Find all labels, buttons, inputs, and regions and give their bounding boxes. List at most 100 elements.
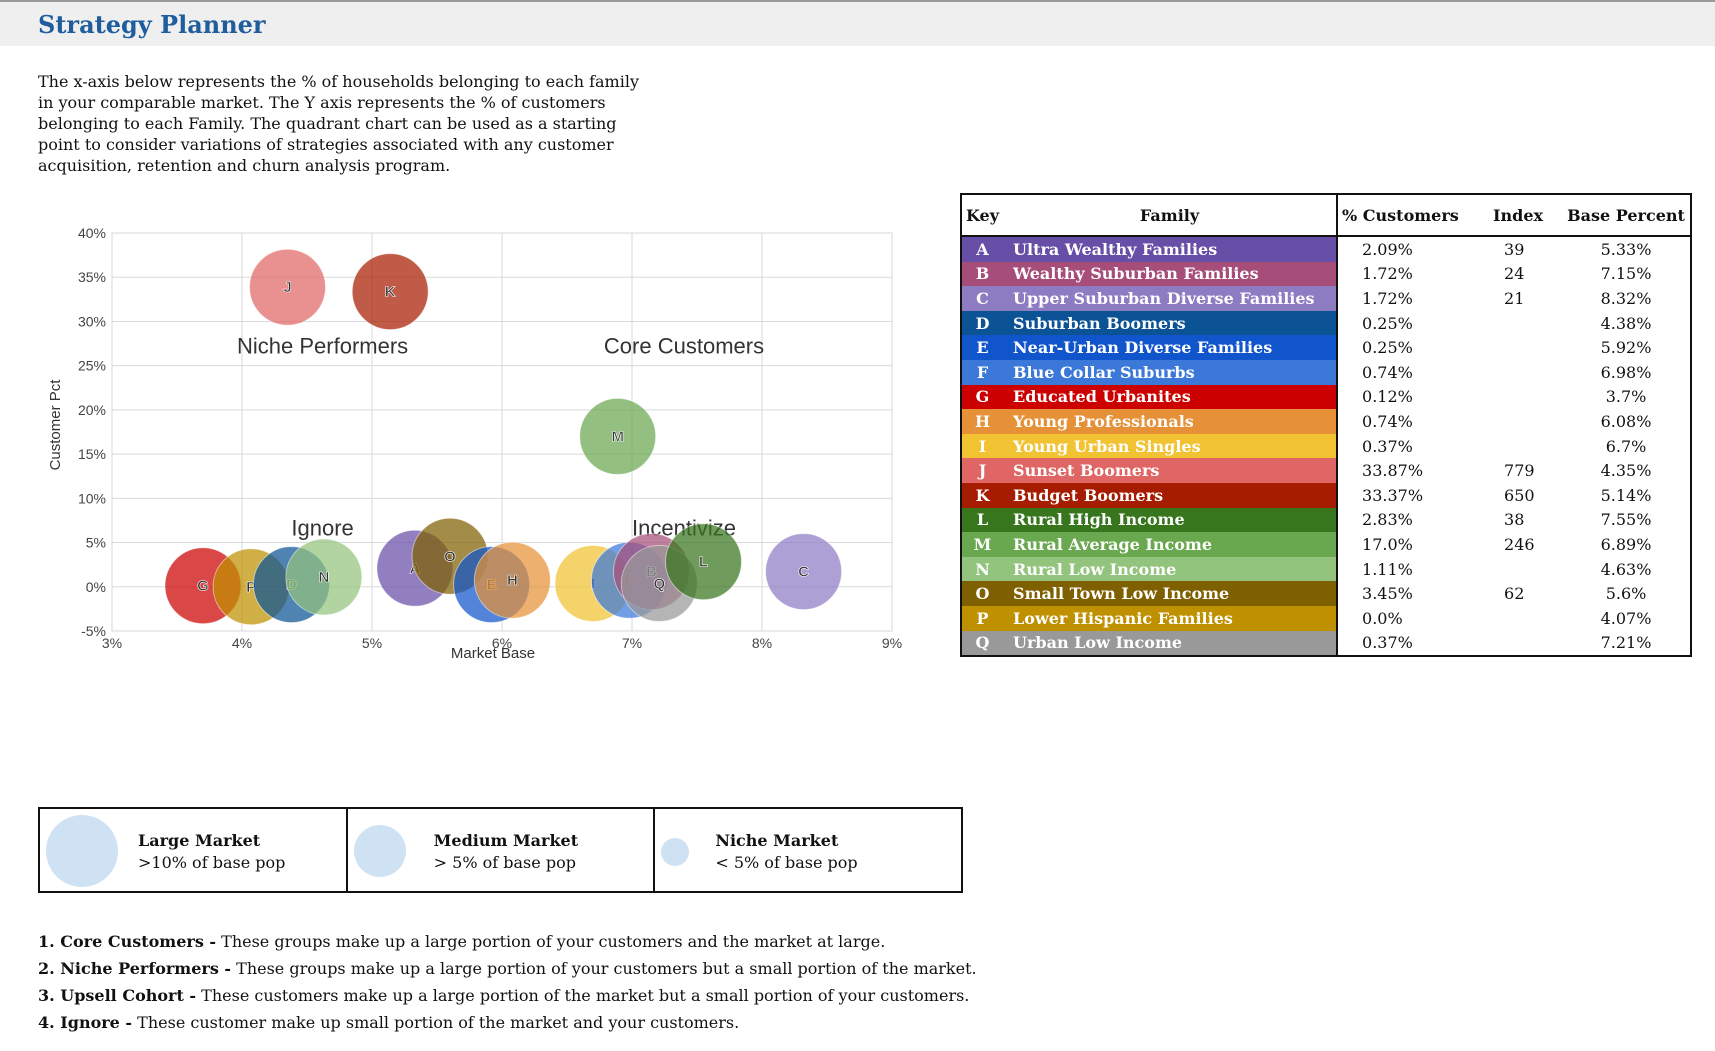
x-tick-label: 4% — [232, 635, 252, 651]
family-cell: Blue Collar Suburbs — [1003, 359, 1339, 385]
x-axis-label: Market Base — [451, 645, 535, 662]
table-header-row: Key Family % Customers Index Base Percen… — [961, 194, 1692, 237]
base-percent-cell: 5.33% — [1600, 239, 1652, 259]
key-cell: N — [961, 556, 1004, 582]
table-row: A Ultra Wealthy Families 2.09% 39 5.33% — [961, 236, 1691, 262]
bubble-j: J — [249, 248, 326, 326]
bubble-circle — [665, 523, 742, 601]
bubble-n: N — [285, 538, 363, 616]
family-key-table: Key Family % Customers Index Base Percen… — [960, 193, 1693, 658]
table-row: K Budget Boomers 33.37% 650 5.14% — [961, 482, 1691, 508]
bubble-label: G — [197, 578, 209, 595]
legend-medium-market: Medium Market > 5% of base pop — [348, 809, 656, 891]
y-tick-label: -5% — [81, 623, 106, 639]
index-cell — [1474, 360, 1562, 385]
y-tick-label: 5% — [86, 535, 106, 551]
bubble-label: J — [283, 279, 291, 296]
key-cell: J — [961, 458, 1004, 483]
large-market-circle-icon — [46, 815, 118, 887]
bubble-label: P — [246, 579, 256, 596]
title-bar: Strategy Planner — [0, 2, 1715, 46]
y-tick-label: 0% — [86, 579, 106, 595]
legend-title: Large Market — [138, 831, 261, 850]
customers-cell: 0.25% — [1362, 313, 1413, 333]
family-cell: Urban Low Income — [1003, 630, 1339, 657]
key-cell: A — [961, 236, 1004, 262]
bubble-label: Q — [653, 576, 665, 593]
bubble-l: L — [665, 523, 742, 601]
family-cell: Rural Average Income — [1003, 532, 1339, 557]
index-cell: 779 — [1504, 461, 1535, 481]
bubble-layer: GPDNJKAOEHIMFBQLC — [164, 248, 843, 626]
y-tick-label: 30% — [78, 313, 106, 329]
table-row: F Blue Collar Suburbs 0.74% 6.98% — [961, 359, 1691, 385]
base-percent-cell: 7.55% — [1600, 510, 1652, 530]
y-tick-label: 15% — [78, 446, 106, 462]
index-cell: 62 — [1504, 584, 1525, 604]
y-tick-label: 20% — [78, 402, 106, 418]
legend-subtitle: < 5% of base pop — [715, 853, 858, 872]
base-percent-cell: 8.32% — [1600, 288, 1652, 308]
bubble-circle — [351, 253, 429, 331]
quadrant-label: Ignore — [291, 516, 353, 541]
y-tick-label: 10% — [78, 490, 106, 506]
market-size-legend: Large Market >10% of base pop Medium Mar… — [38, 807, 963, 893]
header-customers: % Customers — [1337, 194, 1475, 237]
key-cell: Q — [961, 630, 1004, 657]
base-percent-cell: 5.14% — [1600, 485, 1652, 505]
base-percent-cell: 4.07% — [1600, 608, 1652, 628]
customers-cell: 1.72% — [1362, 264, 1413, 284]
table-row: D Suburban Boomers 0.25% 4.38% — [961, 310, 1691, 336]
family-cell: Suburban Boomers — [1003, 310, 1339, 336]
page-description: The x-axis below represents the % of hou… — [38, 72, 639, 175]
base-percent-cell: 3.7% — [1605, 387, 1647, 407]
index-cell: 246 — [1504, 534, 1535, 554]
bubble-k: K — [351, 253, 429, 331]
table-body: A Ultra Wealthy Families 2.09% 39 5.33% B Weal… — [961, 236, 1691, 657]
bubble-circle — [579, 397, 657, 475]
table-row: N Rural Low Income 1.11% 4.63% — [961, 556, 1691, 582]
y-tick-label: 40% — [78, 225, 106, 241]
key-cell: F — [961, 359, 1004, 385]
family-cell: Lower Hispanic Families — [1003, 605, 1339, 631]
family-cell: Young Urban Singles — [1003, 433, 1339, 459]
table-row: E Near-Urban Diverse Families 0.25% 5.92% — [961, 335, 1691, 360]
customers-cell: 2.09% — [1362, 239, 1413, 259]
family-cell: Wealthy Suburban Families — [1003, 261, 1339, 287]
table-row: B Wealthy Suburban Families 1.72% 24 7.15% — [961, 261, 1691, 287]
index-cell: 24 — [1504, 264, 1525, 284]
base-percent-cell: 4.63% — [1600, 559, 1652, 579]
y-tick-label: 35% — [78, 269, 106, 285]
header-key: Key — [961, 194, 1004, 237]
table-row: O Small Town Low Income 3.45% 62 5.6% — [961, 581, 1691, 606]
bubble-circle — [249, 248, 326, 326]
family-cell: Educated Urbanites — [1003, 384, 1339, 410]
bubble-label: O — [444, 548, 456, 565]
index-cell: 39 — [1504, 239, 1525, 259]
bubble-label: L — [699, 554, 708, 571]
customers-cell: 33.37% — [1362, 485, 1424, 505]
table-row: H Young Professionals 0.74% 6.08% — [961, 409, 1691, 434]
x-tick-label: 3% — [102, 635, 122, 651]
key-cell: O — [961, 581, 1004, 606]
legend-large-market: Large Market >10% of base pop — [40, 809, 348, 891]
x-tick-label: 8% — [752, 635, 772, 651]
key-cell: I — [961, 433, 1004, 459]
customers-cell: 0.25% — [1362, 338, 1413, 358]
x-tick-label: 5% — [362, 635, 382, 651]
table-row: C Upper Suburban Diverse Families 1.72% 21 8… — [961, 286, 1691, 311]
key-cell: E — [961, 335, 1004, 360]
family-cell: Budget Boomers — [1003, 482, 1339, 508]
family-cell: Upper Suburban Diverse Families — [1003, 286, 1339, 311]
index-cell: 650 — [1504, 485, 1535, 505]
index-cell — [1474, 335, 1562, 360]
header-base-percent: Base Percent — [1562, 194, 1692, 237]
index-cell: 21 — [1504, 288, 1525, 308]
quadrant-label: Niche Performers — [237, 333, 408, 358]
y-tick-label: 25% — [78, 358, 106, 374]
bubble-label: H — [507, 572, 518, 589]
customers-cell: 0.37% — [1362, 633, 1413, 653]
index-cell — [1474, 409, 1562, 434]
bubble-circle — [765, 533, 843, 611]
bubble-label: M — [611, 428, 624, 445]
